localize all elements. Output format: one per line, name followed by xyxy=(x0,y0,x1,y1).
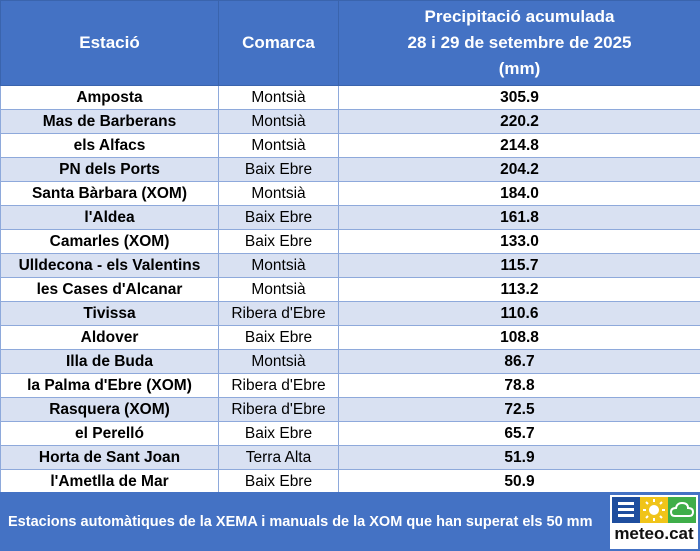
table-row: Santa Bàrbara (XOM) Montsià 184.0 xyxy=(0,181,700,206)
table-row: Illa de Buda Montsià 86.7 xyxy=(0,349,700,374)
county-cell: Montsià xyxy=(218,85,339,110)
station-cell: Tivissa xyxy=(0,301,219,326)
header-precip-dates: 28 i 29 de setembre de 2025 xyxy=(407,33,632,52)
station-cell: els Alfacs xyxy=(0,133,219,158)
station-cell: Ulldecona - els Valentins xyxy=(0,253,219,278)
sun-icon xyxy=(640,497,668,523)
station-cell: Amposta xyxy=(0,85,219,110)
precipitation-table: Estació Comarca Precipitació acumulada 2… xyxy=(0,0,700,494)
table-row: Horta de Sant Joan Terra Alta 51.9 xyxy=(0,445,700,470)
station-cell: l'Ametlla de Mar xyxy=(0,469,219,494)
county-cell: Montsià xyxy=(218,133,339,158)
county-cell: Baix Ebre xyxy=(218,205,339,230)
precipitation-value-cell: 204.2 xyxy=(338,157,700,182)
county-cell: Montsià xyxy=(218,277,339,302)
county-cell: Montsià xyxy=(218,109,339,134)
county-cell: Baix Ebre xyxy=(218,157,339,182)
logo-text: meteo.cat xyxy=(614,524,694,543)
table-row: l'Aldea Baix Ebre 161.8 xyxy=(0,205,700,230)
station-cell: PN dels Ports xyxy=(0,157,219,182)
station-cell: Illa de Buda xyxy=(0,349,219,374)
table-body: Amposta Montsià 305.9 Mas de Barberans Monts… xyxy=(0,85,700,494)
table-row: Mas de Barberans Montsià 220.2 xyxy=(0,109,700,134)
station-cell: l'Aldea xyxy=(0,205,219,230)
precipitation-value-cell: 115.7 xyxy=(338,253,700,278)
table-row: el Perelló Baix Ebre 65.7 xyxy=(0,421,700,446)
county-cell: Baix Ebre xyxy=(218,421,339,446)
header-county: Comarca xyxy=(218,0,339,86)
county-cell: Terra Alta xyxy=(218,445,339,470)
station-cell: Rasquera (XOM) xyxy=(0,397,219,422)
station-cell: Mas de Barberans xyxy=(0,109,219,134)
precipitation-value-cell: 110.6 xyxy=(338,301,700,326)
station-cell: les Cases d'Alcanar xyxy=(0,277,219,302)
station-cell: Camarles (XOM) xyxy=(0,229,219,254)
precipitation-value-cell: 214.8 xyxy=(338,133,700,158)
station-cell: el Perelló xyxy=(0,421,219,446)
station-cell: Santa Bàrbara (XOM) xyxy=(0,181,219,206)
precipitation-value-cell: 65.7 xyxy=(338,421,700,446)
precipitation-value-cell: 86.7 xyxy=(338,349,700,374)
cloud-icon xyxy=(668,497,696,523)
meteocat-logo: meteo.cat xyxy=(610,495,698,549)
precipitation-value-cell: 113.2 xyxy=(338,277,700,302)
precipitation-value-cell: 108.8 xyxy=(338,325,700,350)
header-precip-title: Precipitació acumulada xyxy=(424,7,615,26)
table-row: Tivissa Ribera d'Ebre 110.6 xyxy=(0,301,700,326)
table-row: PN dels Ports Baix Ebre 204.2 xyxy=(0,157,700,182)
precipitation-value-cell: 78.8 xyxy=(338,373,700,398)
header-station: Estació xyxy=(0,0,219,86)
precipitation-value-cell: 220.2 xyxy=(338,109,700,134)
table-row: la Palma d'Ebre (XOM) Ribera d'Ebre 78.8 xyxy=(0,373,700,398)
county-cell: Ribera d'Ebre xyxy=(218,397,339,422)
county-cell: Ribera d'Ebre xyxy=(218,301,339,326)
footer-note: Estacions automàtiques de la XEMA i manu… xyxy=(8,513,593,530)
table-row: Ulldecona - els Valentins Montsià 115.7 xyxy=(0,253,700,278)
county-cell: Montsià xyxy=(218,349,339,374)
county-cell: Baix Ebre xyxy=(218,469,339,494)
table-row: les Cases d'Alcanar Montsià 113.2 xyxy=(0,277,700,302)
station-cell: la Palma d'Ebre (XOM) xyxy=(0,373,219,398)
table-header-row: Estació Comarca Precipitació acumulada 2… xyxy=(0,0,700,86)
footer-bar: Estacions automàtiques de la XEMA i manu… xyxy=(0,492,700,551)
precipitation-value-cell: 133.0 xyxy=(338,229,700,254)
precipitation-value-cell: 305.9 xyxy=(338,85,700,110)
county-cell: Baix Ebre xyxy=(218,325,339,350)
station-cell: Aldover xyxy=(0,325,219,350)
table-row: Camarles (XOM) Baix Ebre 133.0 xyxy=(0,229,700,254)
table-row: l'Ametlla de Mar Baix Ebre 50.9 xyxy=(0,469,700,494)
county-cell: Montsià xyxy=(218,253,339,278)
precipitation-value-cell: 51.9 xyxy=(338,445,700,470)
station-cell: Horta de Sant Joan xyxy=(0,445,219,470)
precipitation-value-cell: 50.9 xyxy=(338,469,700,494)
precipitation-value-cell: 161.8 xyxy=(338,205,700,230)
table-row: Amposta Montsià 305.9 xyxy=(0,85,700,110)
table-row: Rasquera (XOM) Ribera d'Ebre 72.5 xyxy=(0,397,700,422)
table-row: Aldover Baix Ebre 108.8 xyxy=(0,325,700,350)
header-precip-unit: (mm) xyxy=(498,59,541,78)
county-cell: Baix Ebre xyxy=(218,229,339,254)
county-cell: Ribera d'Ebre xyxy=(218,373,339,398)
header-precipitation: Precipitació acumulada 28 i 29 de setemb… xyxy=(338,0,700,86)
table-row: els Alfacs Montsià 214.8 xyxy=(0,133,700,158)
menu-icon xyxy=(612,497,640,523)
precipitation-value-cell: 72.5 xyxy=(338,397,700,422)
county-cell: Montsià xyxy=(218,181,339,206)
precipitation-value-cell: 184.0 xyxy=(338,181,700,206)
